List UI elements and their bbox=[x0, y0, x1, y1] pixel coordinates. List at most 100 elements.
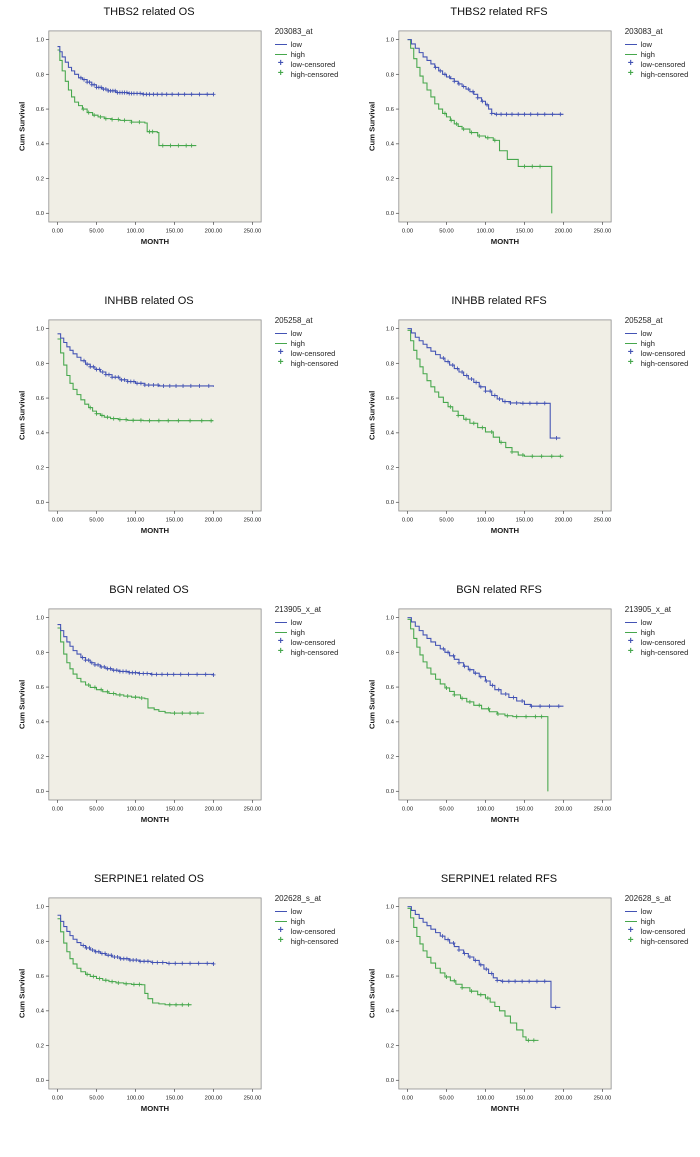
legend: 202628_s_at low high low-censored high-c… bbox=[274, 894, 350, 946]
legend-item-high: high bbox=[274, 338, 350, 348]
legend-title: 205258_at bbox=[624, 316, 663, 325]
legend-item-low-censored: low-censored bbox=[625, 59, 700, 69]
legend-item-low: low bbox=[624, 906, 700, 916]
legend-title: 205258_at bbox=[274, 316, 313, 325]
legend-title: 213905_x_at bbox=[624, 605, 671, 614]
low-line-swatch bbox=[624, 621, 637, 623]
km-plot: 0.00 50.00 100.00 150.00 200.00 250.00 0.0 0.2 0… bbox=[18, 30, 262, 246]
y-tick-label: 0.0 bbox=[386, 789, 394, 795]
x-axis-label: MONTH bbox=[141, 1104, 170, 1113]
x-tick-label: 250.00 bbox=[244, 1096, 262, 1102]
low-line-swatch bbox=[274, 43, 287, 45]
high-line-swatch bbox=[274, 53, 287, 55]
legend-title: 203083_at bbox=[624, 27, 663, 36]
x-tick-label: 50.00 bbox=[89, 1096, 103, 1102]
high-censored-plus-icon bbox=[275, 359, 287, 367]
low-line-swatch bbox=[624, 332, 637, 334]
legend-item-low: low bbox=[274, 906, 350, 916]
legend-item-label: low-censored bbox=[640, 348, 686, 358]
legend-item-label: high bbox=[290, 916, 305, 926]
plot-area bbox=[398, 319, 612, 512]
x-axis-label: MONTH bbox=[141, 237, 170, 246]
x-tick-label: 200.00 bbox=[205, 229, 223, 235]
legend-item-label: low-censored bbox=[290, 348, 336, 358]
y-tick-label: 0.4 bbox=[386, 142, 395, 148]
x-tick-label: 100.00 bbox=[127, 1096, 145, 1102]
low-survival-curve bbox=[407, 328, 561, 439]
chart-title: THBS2 related OS bbox=[103, 6, 195, 18]
high-survival-curve bbox=[407, 39, 553, 214]
x-tick-label: 250.00 bbox=[594, 229, 612, 235]
legend-item-low: low bbox=[274, 39, 350, 49]
high-censored-plus-icon bbox=[275, 70, 287, 78]
legend: 213905_x_at low high low-censored high-c… bbox=[274, 605, 350, 657]
legend-item-low: low bbox=[274, 328, 350, 338]
legend-item-label: high-censored bbox=[640, 69, 689, 79]
legend-item-label: low bbox=[640, 328, 652, 338]
high-censored-plus-icon bbox=[625, 359, 637, 367]
x-tick-label: 250.00 bbox=[594, 1096, 612, 1102]
legend-item-label: high bbox=[640, 338, 655, 348]
x-tick-label: 50.00 bbox=[89, 229, 103, 235]
x-tick-label: 250.00 bbox=[594, 807, 612, 813]
y-tick-label: 1.0 bbox=[36, 327, 44, 333]
high-line-swatch bbox=[274, 920, 287, 922]
y-tick-label: 0.0 bbox=[386, 211, 394, 217]
x-axis-label: MONTH bbox=[141, 815, 170, 824]
y-tick-label: 1.0 bbox=[386, 616, 394, 622]
legend: 203083_at low high low-censored high-cen… bbox=[274, 27, 350, 79]
legend-item-low: low bbox=[274, 617, 350, 627]
legend-item-high-censored: high-censored bbox=[625, 936, 700, 946]
x-tick-label: 150.00 bbox=[166, 518, 184, 524]
legend-item-label: high-censored bbox=[290, 69, 339, 79]
low-censored-plus-icon bbox=[275, 349, 287, 357]
y-tick-label: 0.0 bbox=[386, 500, 394, 506]
legend-item-high: high bbox=[624, 49, 700, 59]
x-tick-label: 50.00 bbox=[439, 807, 453, 813]
x-axis-label: MONTH bbox=[491, 815, 520, 824]
legend-item-label: low-censored bbox=[640, 926, 686, 936]
km-plot: 0.00 50.00 100.00 150.00 200.00 250.00 0.0 0.2 0… bbox=[18, 319, 262, 535]
x-tick-label: 150.00 bbox=[166, 1096, 184, 1102]
x-tick-label: 50.00 bbox=[439, 1096, 453, 1102]
y-axis-label: Cum Survival bbox=[368, 391, 377, 440]
legend-item-label: high-censored bbox=[290, 936, 339, 946]
chart-title: INHBB related OS bbox=[104, 295, 194, 307]
legend-item-low-censored: low-censored bbox=[275, 59, 350, 69]
high-line-swatch bbox=[624, 631, 637, 633]
legend-item-label: high bbox=[290, 338, 305, 348]
y-axis-label: Cum Survival bbox=[368, 102, 377, 151]
x-axis-label: MONTH bbox=[141, 526, 170, 535]
y-tick-label: 0.8 bbox=[386, 939, 394, 945]
chart-title: THBS2 related RFS bbox=[450, 6, 548, 18]
y-tick-label: 0.4 bbox=[386, 431, 395, 437]
legend-item-label: low bbox=[290, 39, 302, 49]
y-tick-label: 0.0 bbox=[36, 500, 44, 506]
y-tick-label: 0.2 bbox=[36, 754, 44, 760]
x-tick-label: 200.00 bbox=[205, 518, 223, 524]
y-tick-label: 0.8 bbox=[36, 939, 44, 945]
x-tick-label: 250.00 bbox=[594, 518, 612, 524]
x-tick-label: 250.00 bbox=[244, 229, 262, 235]
legend-item-low: low bbox=[624, 39, 700, 49]
x-tick-label: 50.00 bbox=[89, 518, 103, 524]
chart-title: SERPINE1 related RFS bbox=[440, 873, 558, 885]
legend-item-label: high bbox=[640, 916, 655, 926]
km-panel-serpine1-os: SERPINE1 related OS 0.00 50.00 100.00 150.0… bbox=[0, 867, 350, 1156]
y-tick-label: 0.4 bbox=[36, 431, 45, 437]
high-line-swatch bbox=[624, 53, 637, 55]
legend-item-label: high-censored bbox=[640, 647, 689, 657]
y-tick-label: 0.8 bbox=[386, 361, 394, 367]
legend-item-label: low-censored bbox=[640, 637, 686, 647]
legend: 202628_s_at low high low-censored high-c… bbox=[624, 894, 700, 946]
km-plot: 0.00 50.00 100.00 150.00 200.00 250.00 0.0 0.2 0… bbox=[368, 897, 612, 1113]
x-tick-label: 0.00 bbox=[52, 518, 63, 524]
y-tick-label: 0.2 bbox=[386, 465, 394, 471]
y-tick-label: 0.4 bbox=[36, 1009, 45, 1015]
x-tick-label: 100.00 bbox=[477, 1096, 495, 1102]
legend-item-low-censored: low-censored bbox=[625, 637, 700, 647]
y-tick-label: 0.0 bbox=[36, 789, 44, 795]
y-axis-label: Cum Survival bbox=[368, 969, 377, 1018]
low-censored-plus-icon bbox=[625, 349, 637, 357]
legend-item-high: high bbox=[274, 916, 350, 926]
